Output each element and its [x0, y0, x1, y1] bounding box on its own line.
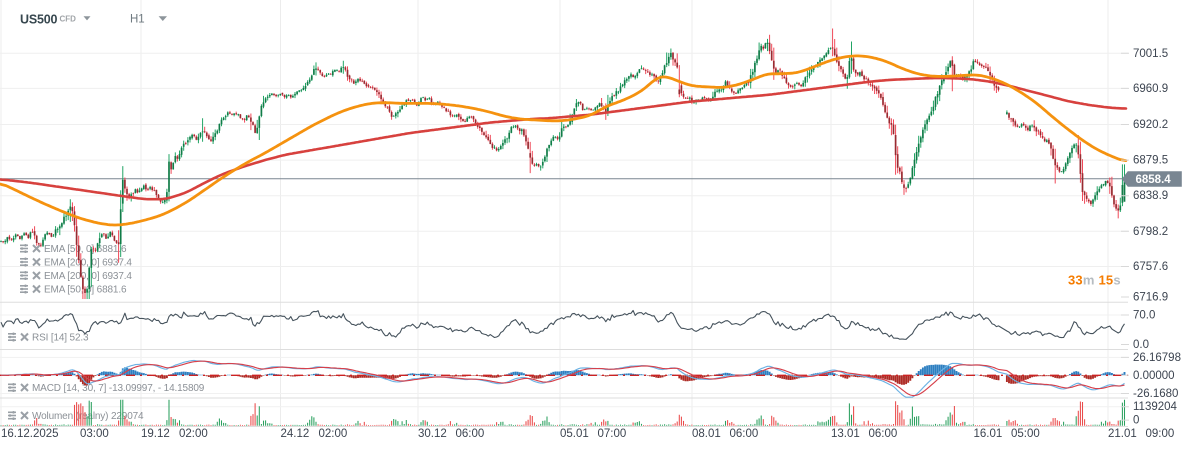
- svg-text:H1: H1: [130, 14, 145, 26]
- svg-text:0: 0: [1133, 415, 1139, 427]
- svg-text:09:00: 09:00: [1146, 428, 1175, 440]
- svg-text:6757.6: 6757.6: [1133, 261, 1168, 273]
- svg-text:7001.5: 7001.5: [1133, 48, 1168, 60]
- svg-text:33m 15s: 33m 15s: [1068, 273, 1121, 288]
- svg-text:EMA [200, 0] 6937.4: EMA [200, 0] 6937.4: [44, 271, 132, 282]
- svg-text:EMA [50, 0] 6881.6: EMA [50, 0] 6881.6: [44, 244, 127, 255]
- svg-text:06:00: 06:00: [456, 428, 485, 440]
- svg-text:MACD [14, 30, 7] -13.09997: MACD [14, 30, 7] -13.09997, - 14.15809: [32, 383, 205, 394]
- svg-text:16.12.2025: 16.12.2025: [1, 428, 59, 440]
- svg-text:06:00: 06:00: [869, 428, 898, 440]
- svg-text:05:00: 05:00: [1011, 428, 1040, 440]
- svg-text:02:00: 02:00: [319, 428, 348, 440]
- svg-text:06:00: 06:00: [730, 428, 759, 440]
- svg-text:6960.9: 6960.9: [1133, 83, 1168, 95]
- svg-text:US500: US500: [20, 12, 57, 26]
- svg-text:03:00: 03:00: [80, 428, 109, 440]
- svg-text:RSI [14] 52.3: RSI [14] 52.3: [32, 333, 89, 344]
- svg-text:05.01: 05.01: [560, 428, 589, 440]
- svg-text:0.00000: 0.00000: [1133, 370, 1175, 382]
- svg-text:1139204: 1139204: [1133, 401, 1178, 413]
- svg-text:02:00: 02:00: [179, 428, 208, 440]
- svg-text:6838.9: 6838.9: [1133, 190, 1168, 202]
- svg-text:08.01: 08.01: [692, 428, 721, 440]
- svg-text:6858.4: 6858.4: [1136, 174, 1172, 186]
- svg-text:6716.9: 6716.9: [1133, 292, 1168, 304]
- svg-text:Wolumen (realny) 229074: Wolumen (realny) 229074: [32, 411, 144, 422]
- svg-text:EMA [200, 0] 6937.4: EMA [200, 0] 6937.4: [44, 258, 132, 269]
- svg-text:24.12: 24.12: [281, 428, 310, 440]
- svg-text:07:00: 07:00: [598, 428, 627, 440]
- svg-text:0.0: 0.0: [1133, 339, 1149, 351]
- svg-text:26.16798: 26.16798: [1133, 352, 1181, 364]
- svg-text:13.01: 13.01: [831, 428, 860, 440]
- svg-text:30.12: 30.12: [418, 428, 447, 440]
- svg-text:CFD: CFD: [60, 15, 77, 24]
- svg-text:21.01: 21.01: [1108, 428, 1137, 440]
- svg-text:-26.1680: -26.1680: [1133, 388, 1178, 400]
- svg-text:6798.2: 6798.2: [1133, 226, 1168, 238]
- svg-text:6879.5: 6879.5: [1133, 155, 1168, 167]
- svg-text:70.0: 70.0: [1133, 310, 1155, 322]
- svg-text:19.12: 19.12: [141, 428, 170, 440]
- svg-text:16.01: 16.01: [974, 428, 1003, 440]
- svg-text:6920.2: 6920.2: [1133, 119, 1168, 131]
